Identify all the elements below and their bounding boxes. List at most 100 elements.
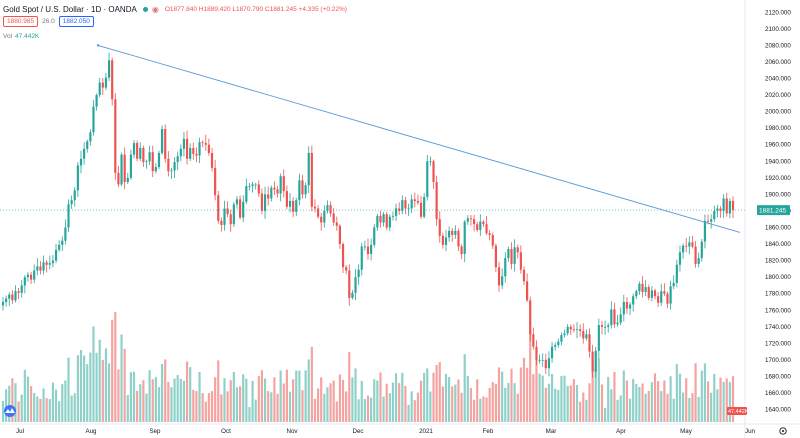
candle-body: [36, 266, 39, 271]
volume-bar: [148, 370, 151, 422]
candle-body: [126, 177, 129, 182]
candle-body: [257, 184, 260, 194]
candle-body: [76, 165, 79, 191]
volume-bar: [198, 371, 201, 422]
candle-body: [8, 294, 11, 299]
volume-bar: [485, 397, 488, 422]
time-tick-label: Apr: [616, 428, 626, 435]
candle-body: [273, 187, 276, 190]
sell-button[interactable]: 1880.985: [3, 16, 39, 27]
volume-bar: [625, 380, 629, 422]
volume-bar: [117, 369, 120, 422]
time-axis[interactable]: Jul Aug Sep Oct Nov Dec 2021 Feb Mar Apr May Jun: [0, 423, 800, 435]
candle-body: [719, 208, 722, 211]
volume-bar: [20, 394, 23, 422]
candle-body: [58, 244, 61, 250]
candle-body: [619, 314, 622, 323]
trendline-segment[interactable]: [97, 44, 741, 233]
trendline-handle[interactable]: [96, 44, 100, 47]
volume-bar: [700, 370, 703, 422]
volume-bar: [120, 334, 123, 422]
candle-body: [703, 220, 707, 242]
settings-icon[interactable]: [779, 427, 787, 435]
candle-body: [607, 325, 610, 327]
candle-body: [313, 206, 317, 209]
volume-bar: [628, 398, 632, 422]
volume-bar: [39, 398, 42, 422]
candle-body: [488, 233, 491, 235]
volume-bar: [164, 359, 167, 422]
volume-bar: [410, 391, 413, 422]
candle-body: [469, 218, 473, 220]
candle-body: [482, 221, 485, 225]
volume-bar: [519, 367, 522, 422]
price-tick-label: 2120.000: [765, 9, 791, 16]
volume-bar: [263, 378, 267, 422]
candle-body: [691, 242, 694, 247]
volume-bar: [507, 382, 510, 422]
candle-body: [154, 167, 157, 172]
volume-bar: [239, 386, 242, 422]
volume-bar: [279, 370, 282, 422]
volume-legend[interactable]: Vol 47.442K: [3, 33, 39, 40]
volume-bar: [454, 384, 457, 422]
volume-bar: [501, 371, 504, 422]
price-tick-label: 1820.000: [765, 258, 791, 265]
volume-bar: [675, 364, 678, 422]
volume-bar: [48, 399, 51, 422]
candle-body: [182, 138, 186, 149]
candle-body: [61, 240, 64, 245]
time-tick-label: Dec: [352, 428, 363, 435]
volume-bar: [719, 377, 722, 422]
time-tick-label: Jun: [745, 428, 756, 435]
candle-body: [722, 198, 725, 211]
candle-body: [632, 296, 635, 305]
volume-bar: [42, 388, 45, 422]
candle-body: [501, 276, 504, 286]
volume-bar: [582, 392, 585, 422]
symbol-title[interactable]: Gold Spot / U.S. Dollar · 1D · OANDA: [3, 4, 137, 14]
buy-button[interactable]: 1882.050: [58, 16, 94, 27]
candle-body: [145, 161, 148, 163]
candle-body: [591, 351, 594, 372]
logo-icon[interactable]: [4, 405, 16, 417]
volume-bar: [373, 379, 376, 422]
price-tick-label: 1900.000: [765, 191, 791, 198]
volume-bar: [70, 395, 73, 422]
candle-body: [136, 143, 139, 159]
volume-bar: [703, 363, 707, 422]
candle-body: [95, 95, 98, 107]
volume-bar: [653, 373, 657, 422]
price-tick-label: 1680.000: [765, 373, 791, 380]
volume-bar: [635, 383, 638, 422]
candle-body: [725, 198, 728, 214]
volume-bar: [33, 392, 36, 422]
price-axis[interactable]: 1640.000 1660.000 1680.000 1700.000 1720.000…: [744, 0, 791, 438]
candle-body: [64, 227, 67, 241]
candle-body: [83, 148, 86, 159]
candle-body: [582, 330, 585, 339]
candle-body: [685, 245, 688, 247]
volume-bar: [1, 400, 5, 422]
volume-bar: [526, 367, 529, 422]
visibility-icon[interactable]: ◉: [151, 4, 159, 14]
candle-body: [148, 152, 151, 162]
volume-bar: [182, 380, 186, 422]
candle-body: [394, 208, 398, 216]
volume-bar: [681, 392, 685, 422]
candle-body: [288, 200, 292, 207]
price-tick-label: 2080.000: [765, 42, 791, 49]
volume-bar: [691, 393, 694, 422]
candle-body: [579, 329, 582, 331]
price-tick-label: 2060.000: [765, 59, 791, 66]
candle-body: [214, 167, 217, 196]
candle-body: [401, 200, 404, 211]
volume-bar: [220, 394, 223, 422]
candle-body: [675, 264, 678, 283]
volume-bar: [535, 359, 538, 422]
candle-body: [89, 132, 92, 142]
volume-bar: [538, 373, 541, 422]
volume-bar: [641, 383, 644, 422]
trendline[interactable]: [96, 44, 741, 233]
